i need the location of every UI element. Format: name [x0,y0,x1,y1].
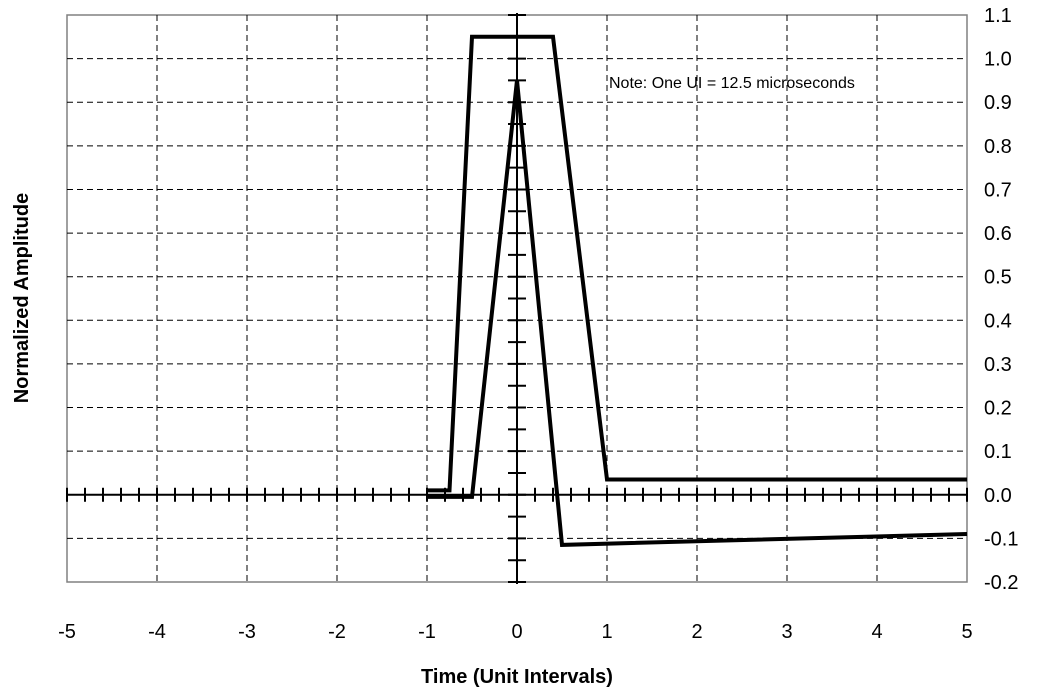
series-layer [427,34,968,547]
y-tick-label: 1.0 [984,49,1012,71]
y-tick-label: 0.7 [984,179,1012,201]
y-tick-label: 0.0 [984,485,1012,507]
y-tick-label: 0.6 [984,223,1012,245]
y-tick-label: 1.1 [984,5,1012,27]
x-tick-label: -5 [58,621,76,643]
y-tick-label: -0.1 [984,528,1018,550]
series-line [427,80,968,547]
y-tick-label: 0.1 [984,441,1012,463]
x-tick-label: 2 [691,621,702,643]
labels: -5 -4 -3 -2 -1 0 1 2 3 4 5 1.1 1.0 0.9 0.8 0.7 0.6 0.5 0.4… [58,5,1018,643]
y-axis-title: Normalized Amplitude [11,193,33,403]
x-tick-label: 1 [601,621,612,643]
x-tick-label: 3 [781,621,792,643]
y-tick-label: 0.4 [984,310,1012,332]
series-line [427,34,967,493]
y-tick-label: 0.9 [984,92,1012,114]
y-tick-label: 0.8 [984,136,1012,158]
x-tick-label: 4 [871,621,882,643]
y-tick-label: -0.2 [984,572,1018,594]
y-tick-label: 0.2 [984,398,1012,420]
x-tick-label: -4 [148,621,166,643]
y-tick-label: 0.3 [984,354,1012,376]
note-annotation: Note: One UI = 12.5 microseconds [609,75,855,92]
x-axis-title: Time (Unit Intervals) [421,666,613,688]
x-tick-label: 0 [511,621,522,643]
axes [66,13,968,584]
y-tick-label: 0.5 [984,267,1012,289]
x-tick-label: -1 [418,621,436,643]
x-tick-label: -3 [238,621,256,643]
x-tick-label: -2 [328,621,346,643]
x-tick-label: 5 [961,621,972,643]
